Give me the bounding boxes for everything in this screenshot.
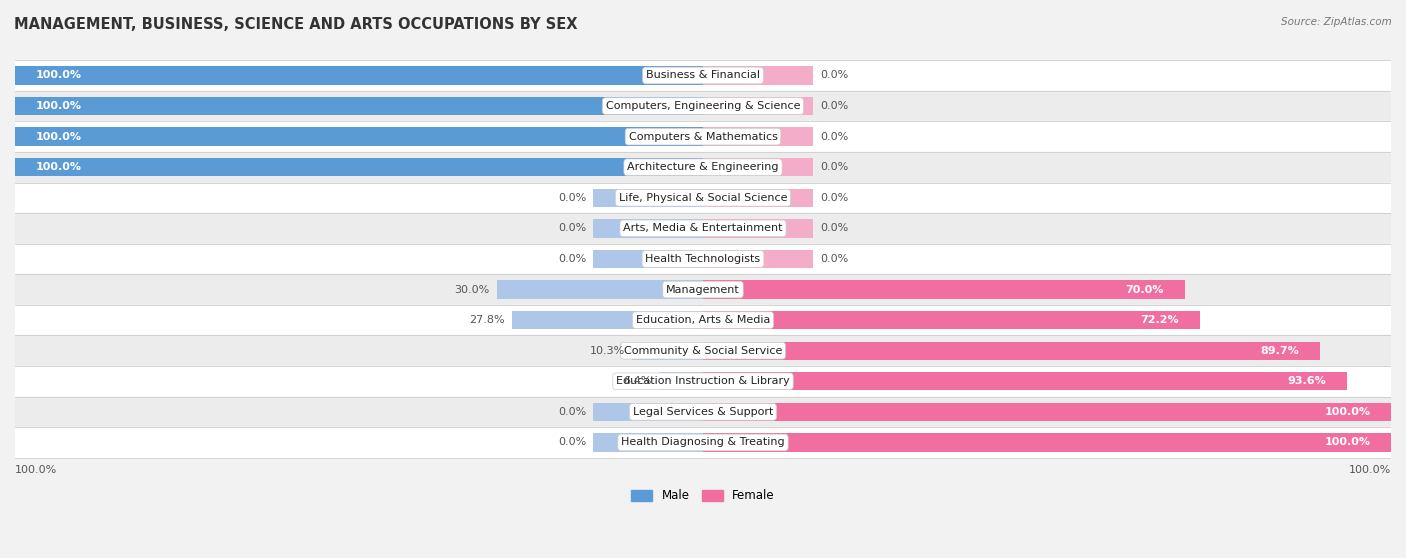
Text: 70.0%: 70.0% [1126, 285, 1164, 295]
Bar [703, 97, 813, 115]
Text: Source: ZipAtlas.com: Source: ZipAtlas.com [1281, 17, 1392, 27]
Text: Health Technologists: Health Technologists [645, 254, 761, 264]
Bar [8, 397, 1398, 427]
Text: 89.7%: 89.7% [1261, 346, 1299, 355]
Text: 0.0%: 0.0% [820, 101, 848, 111]
Bar [15, 97, 703, 115]
Text: 0.0%: 0.0% [820, 70, 848, 80]
Bar [8, 213, 1398, 244]
Bar [593, 250, 703, 268]
Text: Education Instruction & Library: Education Instruction & Library [616, 376, 790, 386]
Bar [15, 66, 703, 85]
Bar [593, 403, 703, 421]
Bar [703, 127, 813, 146]
Bar [703, 219, 813, 238]
Text: 0.0%: 0.0% [558, 437, 586, 448]
Text: Health Diagnosing & Treating: Health Diagnosing & Treating [621, 437, 785, 448]
Bar [8, 182, 1398, 213]
Bar [15, 127, 703, 146]
Bar [593, 219, 703, 238]
Bar [703, 280, 1185, 299]
Text: 30.0%: 30.0% [454, 285, 489, 295]
Bar [703, 311, 1199, 329]
Text: 0.0%: 0.0% [820, 193, 848, 203]
Text: 100.0%: 100.0% [35, 101, 82, 111]
Bar [8, 152, 1398, 182]
Bar [15, 158, 703, 176]
Text: 72.2%: 72.2% [1140, 315, 1180, 325]
Bar [593, 189, 703, 207]
Legend: Male, Female: Male, Female [626, 485, 780, 507]
Text: 100.0%: 100.0% [35, 132, 82, 142]
Text: 0.0%: 0.0% [820, 254, 848, 264]
Text: Management: Management [666, 285, 740, 295]
Text: Education, Arts & Media: Education, Arts & Media [636, 315, 770, 325]
Bar [8, 305, 1398, 335]
Bar [496, 280, 703, 299]
Text: Life, Physical & Social Science: Life, Physical & Social Science [619, 193, 787, 203]
Text: MANAGEMENT, BUSINESS, SCIENCE AND ARTS OCCUPATIONS BY SEX: MANAGEMENT, BUSINESS, SCIENCE AND ARTS O… [14, 17, 578, 32]
Text: 100.0%: 100.0% [1324, 437, 1371, 448]
Bar [8, 335, 1398, 366]
Bar [8, 60, 1398, 91]
Text: 0.0%: 0.0% [558, 254, 586, 264]
Bar [703, 433, 1391, 451]
Text: 100.0%: 100.0% [35, 162, 82, 172]
Text: 100.0%: 100.0% [35, 70, 82, 80]
Bar [703, 189, 813, 207]
Text: 0.0%: 0.0% [820, 223, 848, 233]
Bar [8, 366, 1398, 397]
Bar [8, 121, 1398, 152]
Text: 0.0%: 0.0% [820, 132, 848, 142]
Text: 0.0%: 0.0% [558, 193, 586, 203]
Text: 6.4%: 6.4% [624, 376, 652, 386]
Bar [8, 274, 1398, 305]
Text: 100.0%: 100.0% [1348, 465, 1391, 475]
Text: 0.0%: 0.0% [558, 407, 586, 417]
Text: 10.3%: 10.3% [591, 346, 626, 355]
Text: 0.0%: 0.0% [558, 223, 586, 233]
Bar [8, 244, 1398, 274]
Text: Business & Financial: Business & Financial [645, 70, 761, 80]
Bar [703, 341, 1320, 360]
Bar [8, 427, 1398, 458]
Text: 93.6%: 93.6% [1288, 376, 1326, 386]
Bar [659, 372, 703, 391]
Text: 0.0%: 0.0% [820, 162, 848, 172]
Bar [703, 250, 813, 268]
Bar [703, 158, 813, 176]
Text: 27.8%: 27.8% [470, 315, 505, 325]
Bar [703, 403, 1391, 421]
Bar [633, 341, 703, 360]
Bar [8, 91, 1398, 121]
Text: 100.0%: 100.0% [15, 465, 58, 475]
Bar [512, 311, 703, 329]
Bar [593, 433, 703, 451]
Text: Arts, Media & Entertainment: Arts, Media & Entertainment [623, 223, 783, 233]
Text: 100.0%: 100.0% [1324, 407, 1371, 417]
Text: Architecture & Engineering: Architecture & Engineering [627, 162, 779, 172]
Bar [703, 372, 1347, 391]
Text: Community & Social Service: Community & Social Service [624, 346, 782, 355]
Text: Computers, Engineering & Science: Computers, Engineering & Science [606, 101, 800, 111]
Text: Legal Services & Support: Legal Services & Support [633, 407, 773, 417]
Text: Computers & Mathematics: Computers & Mathematics [628, 132, 778, 142]
Bar [703, 66, 813, 85]
